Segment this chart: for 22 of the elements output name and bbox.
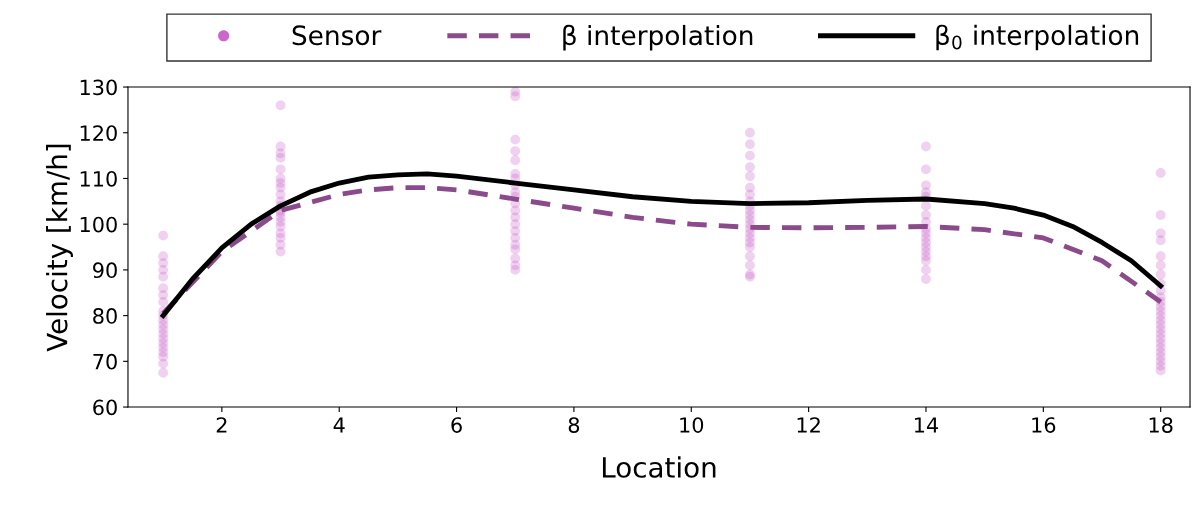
- y-axis-title: Velocity [km/h]: [46, 144, 73, 352]
- x-tick-label: 16: [1032, 417, 1056, 433]
- y-tick-label: 110: [80, 170, 117, 187]
- y-tick-label: 90: [93, 262, 117, 279]
- x-tick-label: 14: [915, 417, 939, 433]
- y-tick-label: 60: [93, 399, 117, 416]
- x-tick-label: 10: [680, 417, 704, 433]
- x-tick-label: 8: [568, 417, 580, 433]
- legend-label: β$_{0}$ interpolation: [936, 24, 1139, 51]
- y-tick-label: 70: [93, 353, 117, 370]
- x-tick-label: 4: [333, 417, 345, 433]
- x-tick-label: 6: [451, 417, 462, 433]
- x-axis-title: Location: [602, 456, 716, 478]
- text: Sensor: [292, 25, 382, 46]
- x-tick-label: 18: [1149, 417, 1173, 433]
- y-tick-label: 100: [80, 216, 117, 233]
- x-tick-label: 2: [216, 417, 227, 433]
- x-tick-label: 12: [797, 417, 820, 433]
- y-tick-label: 80: [93, 308, 117, 324]
- y-tick-label: 130: [80, 79, 117, 96]
- y-tick-label: 120: [80, 125, 117, 141]
- legend-label: β interpolation: [563, 24, 753, 51]
